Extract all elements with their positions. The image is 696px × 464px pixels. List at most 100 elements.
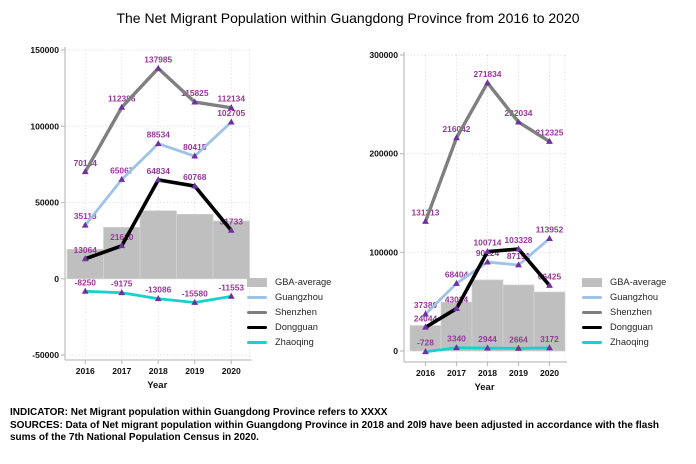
right-chart-legend: GBA-average Guangzhou Shenzhen Dongguan … <box>582 276 667 347</box>
x-tick-label: 2020 <box>540 368 559 378</box>
data-label: 43024 <box>445 295 469 305</box>
legend-item-shenzhen: Shenzhen <box>582 306 666 317</box>
x-tick-label: 2018 <box>149 366 168 376</box>
data-label: 35113 <box>74 211 97 221</box>
triangle-marker-dongguan <box>546 281 553 288</box>
data-label: -9175 <box>111 279 133 289</box>
guangzhou-line-swatch-icon <box>247 295 267 300</box>
triangle-marker-dongguan <box>484 248 491 255</box>
data-label: 103328 <box>505 235 533 245</box>
left-chart-legend: GBA-average Guangzhou Shenzhen Dongguan … <box>247 277 331 347</box>
legend-label: Dongguan <box>275 321 318 332</box>
legend-label: Guangzhou <box>610 291 659 302</box>
data-label: 131313 <box>412 207 440 217</box>
y-tick-label: 100000 <box>369 247 398 257</box>
legend-item-guangzhou: Guangzhou <box>582 291 666 302</box>
data-label: 3340 <box>447 334 466 344</box>
y-tick-label: -50000 <box>32 350 59 360</box>
x-tick-label: 2017 <box>112 366 131 376</box>
left-chart-panel: 150000 100000 50000 0 -50000 2016 2017 2018 2019… <box>8 45 360 400</box>
legend-item-guangzhou: Guangzhou <box>247 291 331 302</box>
triangle-marker-dongguan <box>453 304 460 311</box>
triangle-marker-shenzhen <box>515 118 522 125</box>
right-chart-panel: 300000 200000 100000 0 2016 2017 2018 2019 2020 Y… <box>360 45 696 400</box>
data-label: 102705 <box>217 108 245 118</box>
triangle-marker-shenzhen <box>118 103 126 110</box>
x-axis-title: Year <box>147 380 167 391</box>
y-tick-label: 0 <box>393 346 398 356</box>
data-label: 137985 <box>144 54 172 64</box>
triangle-marker-guangzhou <box>227 118 235 125</box>
y-tick-label: 0 <box>54 274 59 284</box>
data-label: -15580 <box>182 289 208 299</box>
legend-label: Zhaoqing <box>610 336 649 347</box>
triangle-marker-zhaoqing <box>453 344 460 351</box>
triangle-marker-dongguan <box>81 255 89 262</box>
data-label: 70144 <box>74 158 98 168</box>
triangle-marker-zhaoqing <box>484 344 491 351</box>
y-tick-label: 50000 <box>35 198 59 208</box>
zhaoqing-line-swatch-icon <box>247 340 267 345</box>
data-label: 31733 <box>220 216 244 226</box>
triangle-marker-guangzhou <box>118 175 126 182</box>
legend-item-dongguan: Dongguan <box>582 321 666 332</box>
data-label: 2664 <box>509 334 528 344</box>
guangzhou-line-swatch-icon <box>582 295 602 300</box>
data-label: 232034 <box>505 108 533 118</box>
triangle-marker-dongguan <box>422 323 429 330</box>
x-tick-label: 2020 <box>222 366 241 376</box>
legend-label: Dongguan <box>610 321 653 332</box>
triangle-marker-shenzhen <box>484 79 491 86</box>
gba-average-bar <box>139 210 177 280</box>
data-label: 66425 <box>538 271 562 281</box>
triangle-marker-guangzhou <box>546 234 553 241</box>
gba-average-bar <box>409 325 442 352</box>
triangle-marker-guangzhou <box>154 140 162 147</box>
legend-label: Zhaoqing <box>275 336 314 347</box>
legend-item-shenzhen: Shenzhen <box>247 307 331 317</box>
triangle-marker-shenzhen <box>191 98 199 105</box>
gba-average-bar <box>533 291 566 352</box>
triangle-marker-zhaoqing <box>227 292 235 299</box>
y-tick-label: 200000 <box>369 149 398 159</box>
data-label: -728 <box>417 338 434 348</box>
zhaoqing-line-swatch-icon <box>582 340 602 345</box>
triangle-marker-zhaoqing <box>515 344 522 351</box>
data-label: 37380 <box>414 300 438 310</box>
y-tick-label: 150000 <box>30 45 59 55</box>
legend-label: Shenzhen <box>610 306 652 317</box>
data-label: 112386 <box>108 93 136 103</box>
x-axis-title: Year <box>474 382 494 393</box>
dongguan-line-swatch-icon <box>247 325 267 330</box>
data-label: 112134 <box>218 94 246 104</box>
data-label: 68404 <box>445 270 469 280</box>
legend-label: Guangzhou <box>275 291 324 302</box>
triangle-marker-guangzhou <box>453 279 460 286</box>
data-label: 21620 <box>110 232 134 242</box>
left-chart-plot: 150000 100000 50000 0 -50000 2016 2017 2018 2019… <box>30 45 252 391</box>
gba-average-bar <box>176 213 214 280</box>
data-label: 2944 <box>478 334 497 344</box>
triangle-marker-zhaoqing <box>422 348 429 355</box>
x-tick-label: 2017 <box>447 368 466 378</box>
data-label: -11553 <box>218 282 244 292</box>
footnotes: INDICATOR: Net Migrant population within… <box>10 407 670 445</box>
legend-item-zhaoqing: Zhaoqing <box>247 336 331 347</box>
triangle-marker-zhaoqing <box>81 287 89 294</box>
legend-label: GBA-average <box>610 276 667 287</box>
triangle-marker-dongguan <box>227 226 235 233</box>
right-chart-plot: 300000 200000 100000 0 2016 2017 2018 2019 2020 Y… <box>369 50 567 393</box>
data-label: 24044 <box>414 313 438 323</box>
triangle-marker-zhaoqing <box>546 344 553 351</box>
gba-average-bar <box>471 279 504 352</box>
data-label: 64834 <box>147 166 171 176</box>
triangle-marker-shenzhen <box>227 104 235 111</box>
chart-title: The Net Migrant Population within Guangd… <box>116 10 580 26</box>
sources-note: SOURCES: Data of Net migrant population … <box>10 419 659 444</box>
triangle-marker-zhaoqing <box>191 298 199 305</box>
triangle-marker-guangzhou <box>515 261 522 268</box>
dongguan-line-swatch-icon <box>582 325 602 330</box>
legend-item-zhaoqing: Zhaoqing <box>582 336 666 347</box>
data-label: 88534 <box>147 130 171 140</box>
